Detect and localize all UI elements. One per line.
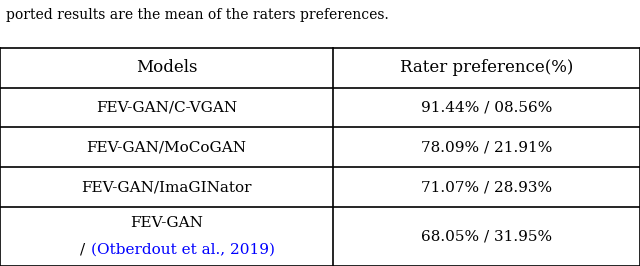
Text: 71.07% / 28.93%: 71.07% / 28.93%	[421, 180, 552, 194]
Text: 78.09% / 21.91%: 78.09% / 21.91%	[420, 140, 552, 154]
Text: FEV-GAN/MoCoGAN: FEV-GAN/MoCoGAN	[86, 140, 246, 154]
Text: 68.05% / 31.95%: 68.05% / 31.95%	[421, 230, 552, 243]
Text: 91.44% / 08.56%: 91.44% / 08.56%	[420, 101, 552, 115]
Text: Models: Models	[136, 59, 197, 76]
Text: FEV-GAN/C-VGAN: FEV-GAN/C-VGAN	[96, 101, 237, 115]
Text: Rater preference(%): Rater preference(%)	[400, 59, 573, 76]
Text: FEV-GAN/ImaGINator: FEV-GAN/ImaGINator	[81, 180, 252, 194]
Text: (Otberdout et al., 2019): (Otberdout et al., 2019)	[91, 243, 275, 257]
Text: ported results are the mean of the raters preferences.: ported results are the mean of the rater…	[6, 8, 389, 22]
Text: /: /	[80, 243, 85, 257]
Text: FEV-GAN: FEV-GAN	[130, 216, 203, 230]
